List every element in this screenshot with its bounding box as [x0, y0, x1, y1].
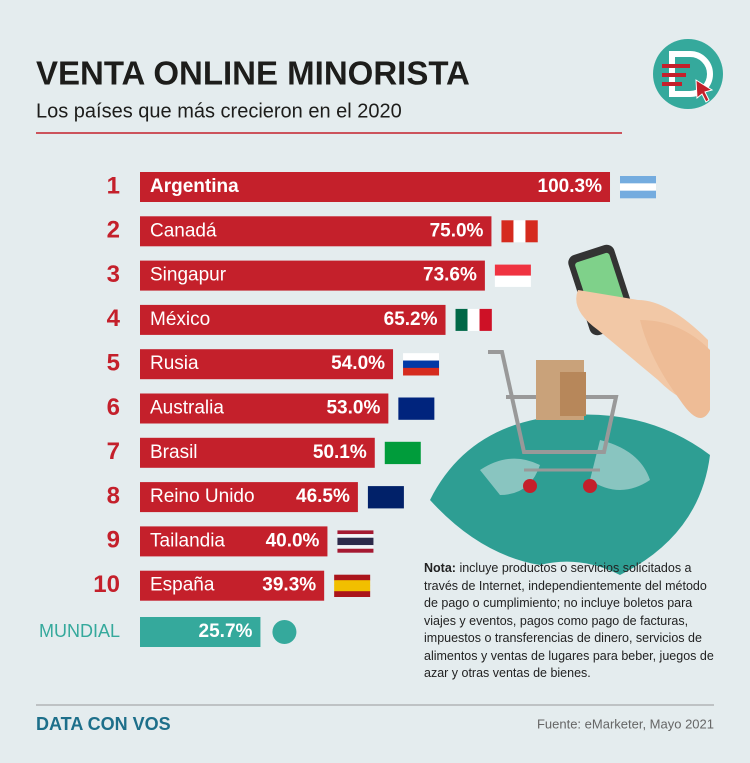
flag-stripe — [334, 574, 371, 581]
flag — [455, 308, 492, 331]
category-label: Brasil — [150, 442, 198, 463]
footer-logo: DATA CON VOS — [36, 714, 171, 734]
flag-stripe — [337, 541, 374, 546]
flag-stripe — [525, 220, 538, 243]
flag-stripe — [403, 353, 440, 361]
bar — [140, 304, 446, 335]
flag-stripe — [334, 591, 371, 597]
flag-stripe — [367, 486, 404, 509]
bar — [140, 526, 328, 557]
flag — [620, 176, 657, 199]
flag-stripe — [620, 183, 657, 191]
bar — [140, 393, 389, 424]
illustration — [430, 244, 710, 575]
category-label: Argentina — [150, 176, 239, 197]
flag-stripe — [494, 264, 531, 276]
rank-label: 1 — [107, 172, 120, 199]
flag-stripe — [501, 220, 514, 243]
bar — [140, 349, 394, 380]
value-label: 40.0% — [266, 530, 320, 551]
category-label: Reino Unido — [150, 486, 255, 507]
chart-title: VENTA ONLINE MINORISTA — [36, 55, 470, 92]
rank-label: 2 — [107, 217, 120, 244]
category-label: España — [150, 575, 215, 596]
value-label: 53.0% — [326, 398, 380, 419]
flag — [494, 264, 531, 287]
note-text: incluye productos o servicios solicitado… — [424, 561, 714, 680]
flag-stripe — [398, 397, 435, 420]
footer-source: Fuente: eMarketer, Mayo 2021 — [537, 716, 714, 731]
flag-stripe — [337, 534, 374, 539]
flag-stripe — [337, 537, 374, 542]
flag — [501, 220, 538, 243]
note-label: Nota: — [424, 561, 456, 575]
category-label: Tailandia — [150, 530, 225, 551]
category-label: México — [150, 309, 210, 330]
logo-icon — [653, 39, 723, 109]
value-label: 46.5% — [296, 486, 350, 507]
flag — [403, 353, 440, 376]
flag-stripe — [384, 441, 421, 465]
flag-stripe — [337, 548, 374, 553]
bar — [140, 570, 325, 601]
globe-icon — [272, 620, 297, 644]
flag-stripe — [334, 585, 371, 592]
total-value-label: 25.7% — [199, 621, 253, 642]
flag — [337, 530, 374, 553]
category-label: Canadá — [150, 220, 217, 241]
flag-stripe — [479, 308, 492, 331]
rank-label: 10 — [93, 571, 120, 598]
category-label: Australia — [150, 398, 224, 419]
value-label: 75.0% — [430, 220, 484, 241]
category-label: Singapur — [150, 265, 227, 286]
flag-stripe — [513, 220, 526, 243]
bar — [140, 260, 485, 291]
flag-stripe — [334, 580, 371, 586]
flag-stripe — [403, 360, 440, 369]
rank-label: 8 — [107, 482, 120, 509]
value-label: 65.2% — [384, 309, 438, 330]
rank-label: 6 — [107, 394, 120, 421]
flag-stripe — [620, 190, 657, 199]
chart-subtitle: Los países que más crecieron en el 2020 — [36, 100, 402, 122]
flag-stripe — [337, 530, 374, 535]
rank-label: 3 — [107, 261, 120, 288]
flag — [367, 486, 404, 509]
category-label: Rusia — [150, 353, 199, 374]
rank-label: 4 — [107, 305, 121, 332]
flag-stripe — [337, 545, 374, 550]
flag-stripe — [467, 308, 480, 331]
rank-label: 5 — [107, 350, 120, 377]
bar — [140, 437, 375, 468]
rank-label: 9 — [107, 527, 120, 554]
flag-stripe — [403, 367, 440, 376]
flag-stripe — [620, 176, 657, 184]
note: Nota: incluye productos o servicios soli… — [424, 560, 724, 683]
flag — [398, 397, 435, 420]
bar — [140, 216, 492, 247]
value-label: 39.3% — [262, 575, 316, 596]
value-label: 73.6% — [423, 265, 477, 286]
value-label: 100.3% — [538, 176, 603, 197]
flag — [334, 574, 371, 597]
total-bar — [140, 617, 261, 647]
value-label: 50.1% — [313, 442, 367, 463]
flag-stripe — [494, 275, 531, 287]
bar — [140, 172, 611, 202]
flag — [384, 441, 421, 465]
total-label: MUNDIAL — [39, 621, 120, 641]
flag-stripe — [455, 308, 468, 331]
rank-label: 7 — [107, 438, 120, 465]
bar — [140, 482, 358, 513]
value-label: 54.0% — [331, 353, 385, 374]
